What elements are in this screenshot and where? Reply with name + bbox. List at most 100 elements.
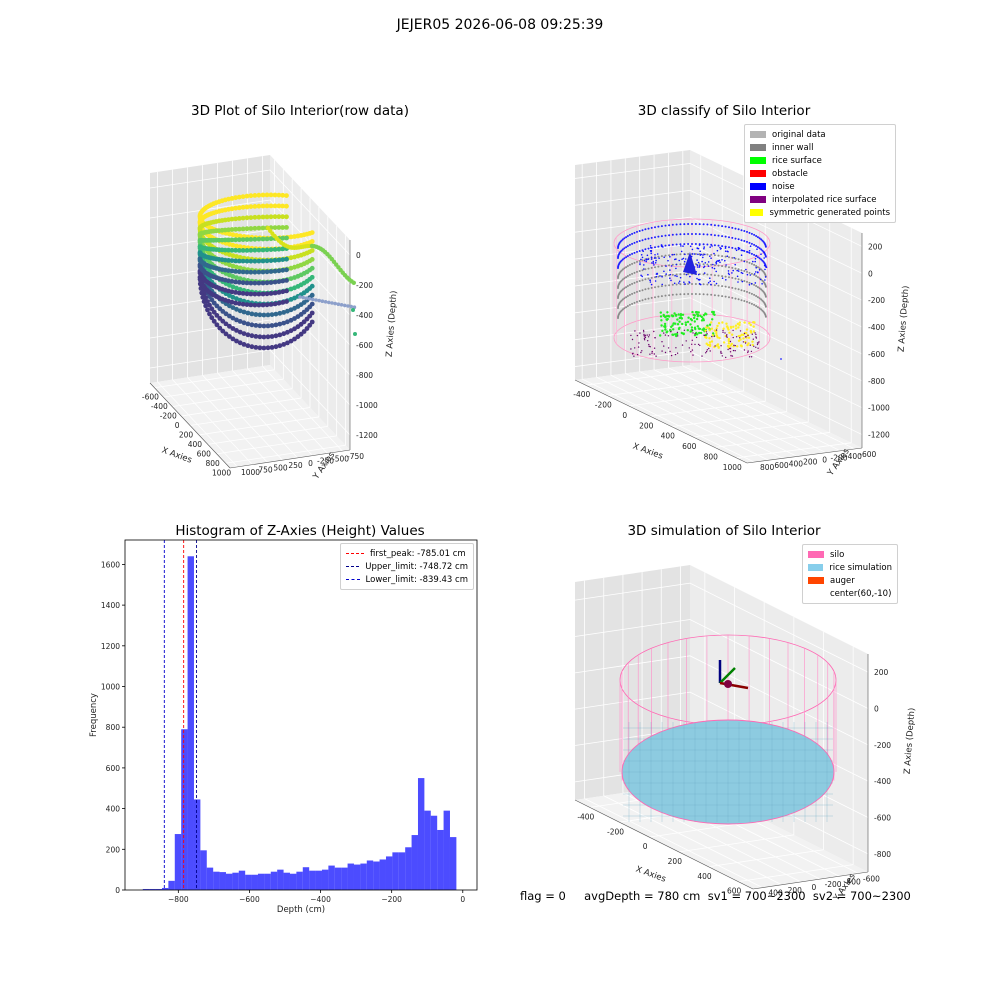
sim-ztick: -400 [874,777,891,786]
cls-interp-point [640,351,642,354]
cls-noise-point [734,263,736,266]
cls-wall-point [638,250,641,252]
cls-wall-point [664,294,667,297]
cls-noise-point [718,259,721,262]
cls-noise-point [639,262,641,264]
legend-label: noise [772,181,795,192]
raw-grid-x [216,435,337,455]
cls-interp-point [633,355,635,357]
cls-wall-point [756,286,759,289]
sim-grid-x [738,864,854,882]
cls-wall-point [641,289,644,292]
raw-point [276,268,282,274]
cls-wall-point [694,293,697,295]
cls-interp-point [734,350,736,352]
cls-wall-point [625,266,628,269]
cls-wall-point [628,233,631,236]
cls-noise-point [748,284,751,286]
cls-wall-point [625,286,628,289]
cls-interp-point [636,334,639,337]
histogram-bar [187,556,194,890]
cls-noise-point [709,280,711,283]
cls-noise-point [741,280,744,283]
cls-ytick: -200 [831,454,848,463]
raw-point [207,302,212,308]
cls-wall-point [628,253,631,256]
sim-ytick: 0 [812,883,817,892]
cls-wall-point [671,223,674,226]
cls-symmetric-point [737,339,741,342]
raw-point [260,258,266,264]
cls-noise-point [747,251,749,253]
raw-point [244,258,250,264]
cls-wall-point [756,246,759,249]
raw-point [311,297,315,302]
raw-point [236,290,242,296]
cls-noise-point [655,275,658,278]
cls-noise-point [645,260,647,263]
cls-symmetric-point [715,327,718,330]
cls-interp-point [705,350,708,353]
cls-noise-point [678,259,680,262]
cls-x-axis-line [574,379,748,464]
cls-rice-point [712,332,715,335]
histogram-bar [385,856,393,890]
legend-swatch [750,144,766,151]
raw-point [233,300,239,306]
cls-rice-point [660,324,663,327]
cls-wall-point [671,273,674,276]
legend-item: first_peak: -785.01 cm [346,547,468,560]
raw-ztick: -400 [356,311,373,320]
cls-interp-point [688,347,690,349]
raw-point [280,203,286,209]
cls-wall-point [740,279,743,282]
cls-interp-point [691,349,694,351]
raw-point [261,334,267,340]
raw-grid-x [189,407,311,426]
cls-wall-point [621,238,624,241]
raw-ztick: -200 [356,281,373,290]
legend-line [346,553,364,554]
cls-wall-point [657,275,660,278]
raw-grid-z [149,349,351,436]
raw-point [351,280,356,285]
histogram-bar [424,810,431,890]
cls-interp-point [669,350,671,353]
raw-point [268,192,274,198]
cls-wall-point [746,260,748,263]
cls-interp-point [756,343,759,346]
raw-point [323,300,328,304]
cls-xtick: -200 [595,401,612,410]
raw-point [264,291,270,297]
raw-point [284,203,289,209]
cls-interp-point [630,348,632,350]
cls-noise-point [676,275,678,278]
cls-noise-point [699,264,701,267]
cls-grid-z [574,243,863,328]
cls-wall-point [743,290,746,292]
cls-wall-point [625,296,628,299]
sim-grid-y [584,798,763,888]
sim-ztick: 200 [874,668,889,677]
cls-noise-point [760,253,762,255]
cls-wall-point [760,288,763,291]
raw-point [245,310,251,316]
raw-point [248,291,254,297]
cls-wall-point [657,235,660,238]
cls-wall-point [724,245,727,248]
cls-wall-point [623,287,626,290]
cls-noise-point [761,283,763,285]
cls-noise-point [701,260,703,263]
cls-noise-point [669,255,671,258]
cls-noise-point [753,273,756,275]
cls-noise-point [665,265,667,267]
raw-point [272,214,278,220]
cls-interp-point [726,336,728,338]
sim-ytick: 200 [788,886,803,895]
cls-interp-point [676,352,679,354]
cls-interp-point [681,344,684,346]
cls-wall-point [713,244,716,247]
cls-rice-point [664,326,667,329]
cls-wall-point [631,242,634,245]
cls-noise-point [715,282,718,285]
